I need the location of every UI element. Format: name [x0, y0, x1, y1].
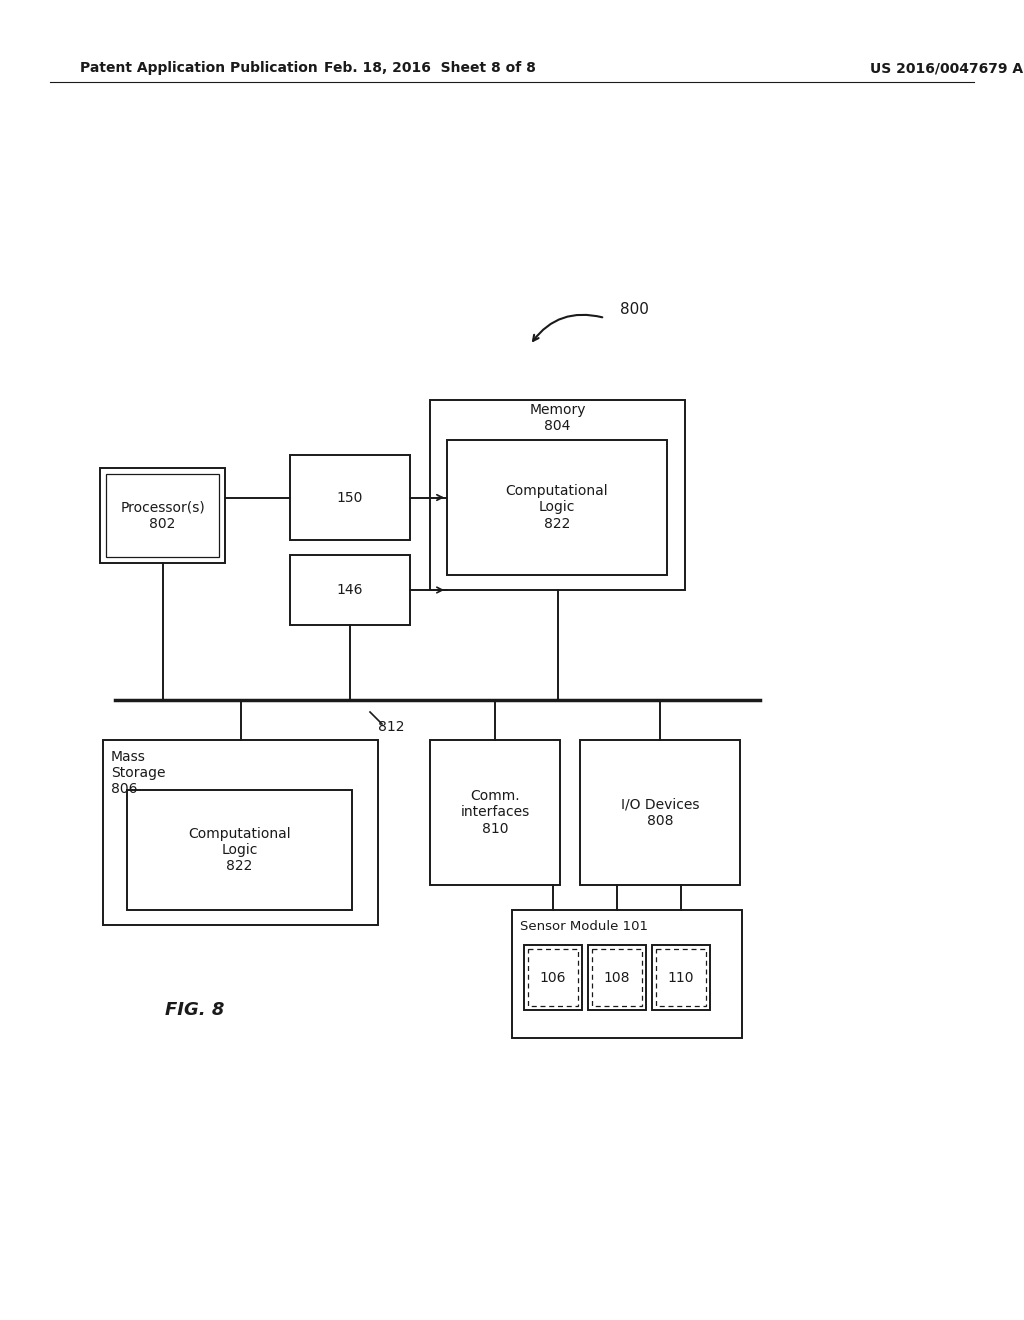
Bar [106, 474, 219, 557]
Text: Feb. 18, 2016  Sheet 8 of 8: Feb. 18, 2016 Sheet 8 of 8 [324, 61, 536, 75]
Text: 800: 800 [620, 302, 649, 318]
Bar [290, 455, 410, 540]
Text: Processor(s)
802: Processor(s) 802 [120, 500, 205, 531]
Bar [447, 440, 667, 576]
Text: 106: 106 [540, 970, 566, 985]
Text: Computational
Logic
822: Computational Logic 822 [506, 484, 608, 531]
Text: Sensor Module 101: Sensor Module 101 [520, 920, 648, 933]
Text: Computational
Logic
822: Computational Logic 822 [188, 826, 291, 874]
Bar [512, 909, 742, 1038]
Bar [127, 789, 352, 909]
Text: FIG. 8: FIG. 8 [165, 1001, 224, 1019]
Bar [100, 469, 225, 564]
Bar [524, 945, 582, 1010]
Bar [580, 741, 740, 884]
Bar [430, 400, 685, 590]
Bar [528, 949, 578, 1006]
Bar [430, 741, 560, 884]
Bar [656, 949, 706, 1006]
Text: 812: 812 [378, 719, 404, 734]
Text: Memory
804: Memory 804 [529, 403, 586, 433]
Text: Mass
Storage
806: Mass Storage 806 [111, 750, 166, 796]
Text: US 2016/0047679 A1: US 2016/0047679 A1 [870, 61, 1024, 75]
Bar [588, 945, 646, 1010]
Bar [652, 945, 710, 1010]
Text: 110: 110 [668, 970, 694, 985]
Text: Comm.
interfaces
810: Comm. interfaces 810 [461, 789, 529, 836]
Bar [290, 554, 410, 624]
Text: 108: 108 [604, 970, 630, 985]
Text: 146: 146 [337, 583, 364, 597]
Bar [103, 741, 378, 925]
Text: 150: 150 [337, 491, 364, 504]
Text: Patent Application Publication: Patent Application Publication [80, 61, 317, 75]
Text: I/O Devices
808: I/O Devices 808 [621, 797, 699, 828]
Bar [592, 949, 642, 1006]
